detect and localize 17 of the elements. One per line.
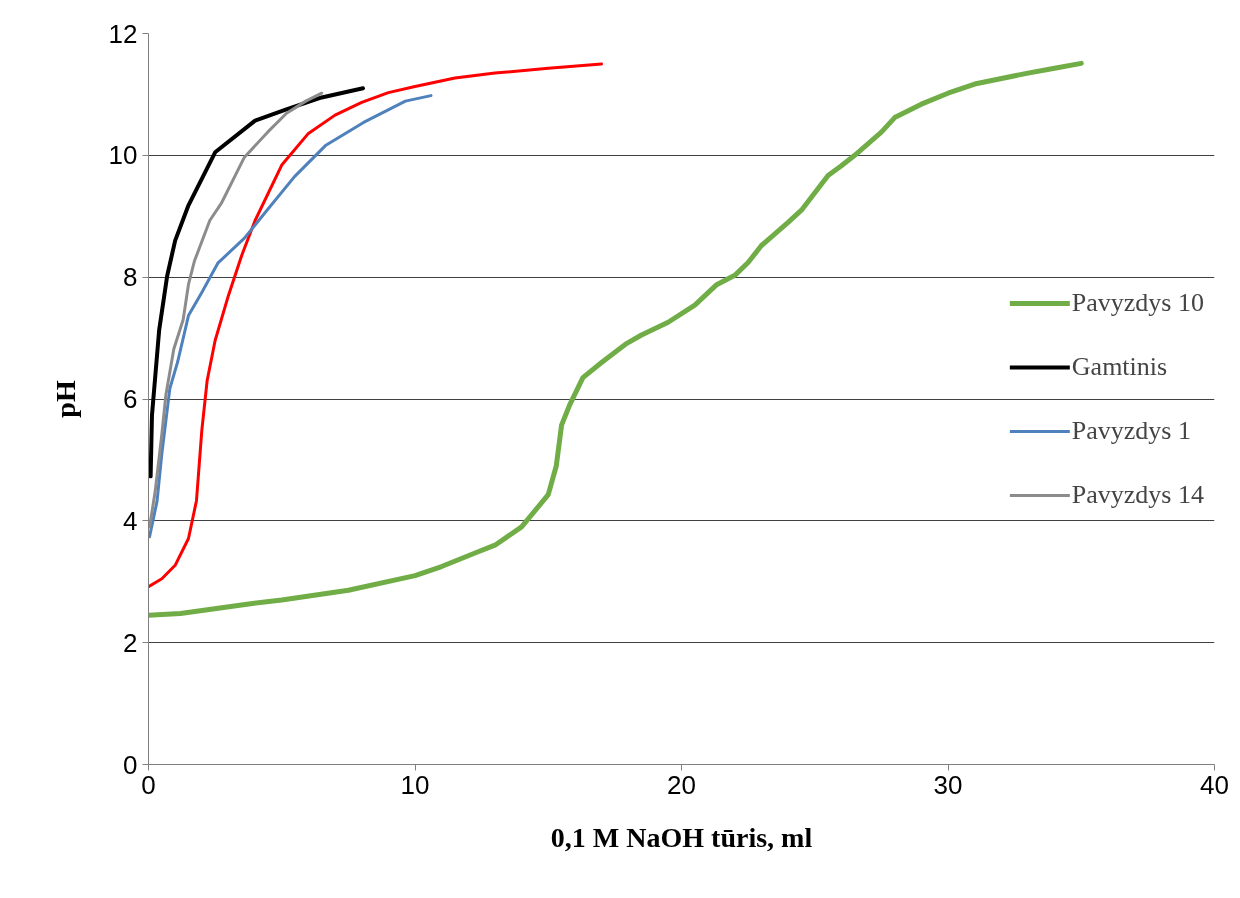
y-tick-label: 0: [123, 749, 138, 780]
x-axis-title: 0,1 M NaOH tūris, ml: [550, 821, 813, 853]
y-tick-label: 2: [123, 627, 138, 658]
y-tick-label: 8: [123, 262, 138, 293]
x-tick-label: 40: [1200, 769, 1229, 800]
legend-label: Gamtinis: [1071, 351, 1168, 382]
x-tick-label: 20: [667, 769, 696, 800]
y-tick-label: 10: [108, 140, 138, 171]
y-tick-label: 6: [123, 384, 138, 414]
x-tick-label: 10: [400, 769, 430, 800]
y-tick-label: 12: [108, 18, 138, 49]
legend-label: Pavyzdys 14: [1071, 479, 1204, 510]
y-axis-title: pH: [49, 380, 81, 418]
legend-label: Pavyzdys 1: [1071, 415, 1191, 446]
y-tick-label: 4: [123, 505, 138, 536]
x-tick-label: 30: [933, 769, 963, 800]
legend-label: Pavyzdys 10: [1071, 287, 1204, 318]
